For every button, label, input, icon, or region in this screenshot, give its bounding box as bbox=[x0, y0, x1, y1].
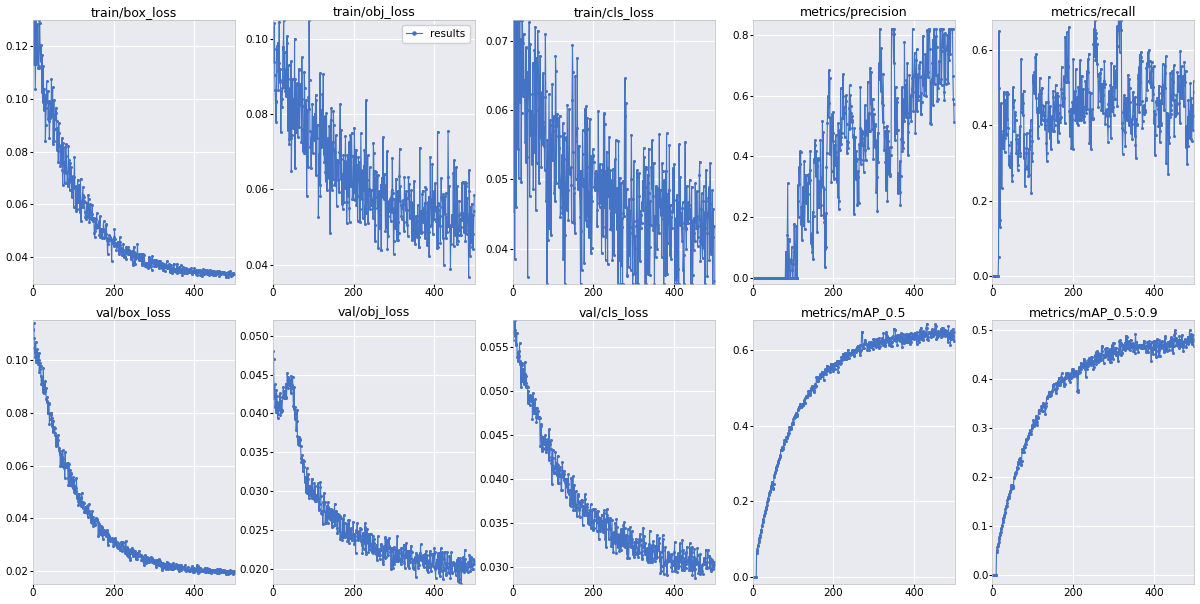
Title: train/cls_loss: train/cls_loss bbox=[574, 5, 654, 19]
Title: train/obj_loss: train/obj_loss bbox=[332, 5, 415, 19]
Title: metrics/mAP_0.5:0.9: metrics/mAP_0.5:0.9 bbox=[1028, 306, 1158, 319]
Title: val/obj_loss: val/obj_loss bbox=[337, 306, 410, 319]
Title: metrics/recall: metrics/recall bbox=[1051, 5, 1136, 19]
Title: val/cls_loss: val/cls_loss bbox=[578, 306, 649, 319]
Legend: results: results bbox=[402, 25, 469, 43]
Title: val/box_loss: val/box_loss bbox=[96, 306, 172, 319]
Title: metrics/mAP_0.5: metrics/mAP_0.5 bbox=[800, 306, 906, 319]
Title: train/box_loss: train/box_loss bbox=[91, 5, 176, 19]
Title: metrics/precision: metrics/precision bbox=[799, 5, 907, 19]
